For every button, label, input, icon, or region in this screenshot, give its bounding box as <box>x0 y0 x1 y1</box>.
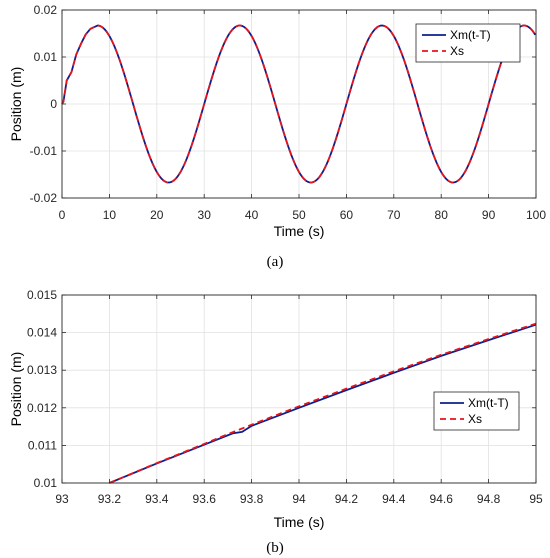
x-tick-label: 95 <box>529 492 543 506</box>
x-axis-label: Time (s) <box>274 223 325 239</box>
legend: Xm(t-T) Xs <box>433 391 520 431</box>
legend-label: Xm(t-T) <box>450 28 491 42</box>
y-tick-label: 0 <box>50 97 57 111</box>
x-tick-label: 94 <box>292 492 306 506</box>
x-tick-label: 70 <box>387 208 401 222</box>
series-line-xs <box>61 24 537 184</box>
y-axis-label: Position (m) <box>8 67 24 142</box>
x-tick-label: 94.6 <box>430 492 454 506</box>
x-tick-label: 94.2 <box>335 492 359 506</box>
y-tick-label: -0.02 <box>30 191 58 205</box>
caption-b: (b) <box>266 540 284 556</box>
caption-a: (a) <box>267 254 284 270</box>
chart-b: 93 93.2 93.4 93.6 93.8 94 94.2 94.4 94.6 94.8 95 0.… <box>8 288 543 530</box>
x-tick-label: 10 <box>103 208 117 222</box>
y-tick-label: 0.02 <box>34 3 58 17</box>
y-tick-label: 0.012 <box>27 401 57 415</box>
legend: Xm(t-T) Xs <box>415 23 521 63</box>
x-tick-label: 94.4 <box>382 492 406 506</box>
x-tick-label: 93.8 <box>240 492 264 506</box>
legend-label: Xs <box>450 44 464 58</box>
x-tick-label: 93 <box>55 492 69 506</box>
x-tick-label: 100 <box>526 208 546 222</box>
x-tick-label: 50 <box>292 208 306 222</box>
x-tick-label: 40 <box>245 208 259 222</box>
legend-box <box>433 391 520 431</box>
x-tick-label: 60 <box>340 208 354 222</box>
series-line-xs <box>109 322 537 484</box>
y-tick-label: 0.015 <box>27 288 57 302</box>
legend-label: Xm(t-T) <box>468 396 509 410</box>
chart-a: 0 10 20 30 40 50 60 70 80 90 100 -0.02 -0.01 0 0.01 0.0… <box>8 3 546 239</box>
y-tick-label: 0.014 <box>27 326 57 340</box>
x-tick-label: 93.6 <box>193 492 217 506</box>
x-tick-label: 93.4 <box>145 492 169 506</box>
x-axis-label: Time (s) <box>274 514 325 530</box>
y-tick-label: -0.01 <box>30 144 58 158</box>
x-tick-label: 93.2 <box>98 492 122 506</box>
y-tick-label: 0.01 <box>34 476 58 490</box>
y-tick-label: 0.011 <box>28 438 57 452</box>
legend-label: Xs <box>468 412 482 426</box>
y-axis-label: Position (m) <box>8 352 24 427</box>
x-tick-label: 90 <box>482 208 496 222</box>
x-tick-label: 30 <box>198 208 212 222</box>
y-tick-label: 0.013 <box>27 363 57 377</box>
x-tick-label: 94.8 <box>477 492 501 506</box>
y-tick-label: 0.01 <box>34 50 58 64</box>
x-tick-label: 20 <box>150 208 164 222</box>
x-tick-label: 0 <box>59 208 66 222</box>
legend-box <box>415 23 521 63</box>
x-tick-label: 80 <box>435 208 449 222</box>
